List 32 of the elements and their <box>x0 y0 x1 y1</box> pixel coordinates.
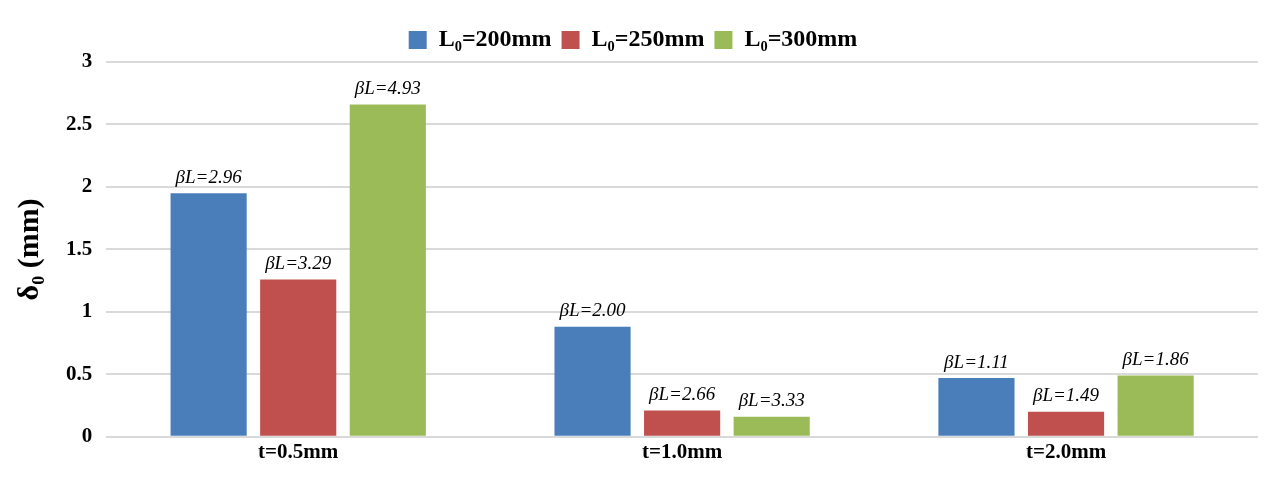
annotation: βL=2.96 <box>174 165 243 187</box>
bar <box>170 193 247 436</box>
bar <box>349 104 426 436</box>
annotation: βL=3.33 <box>737 389 805 411</box>
legend-label: L₀=200mm <box>438 25 552 52</box>
x-tick-label: t=2.0mm <box>1025 438 1107 463</box>
annotation: βL=1.11 <box>943 350 1009 372</box>
y-tick-label: 2.5 <box>66 110 93 135</box>
annotation: βL=2.00 <box>558 299 627 321</box>
x-tick-label: t=1.0mm <box>642 438 723 463</box>
bar <box>1117 375 1194 436</box>
annotation: βL=1.49 <box>1031 384 1100 406</box>
bar <box>733 416 810 436</box>
annotation: βL=4.93 <box>353 76 421 98</box>
y-tick-label: 1 <box>81 298 93 323</box>
bar <box>644 410 721 436</box>
bar <box>1027 411 1105 436</box>
y-axis-title: δ₀ (mm) <box>10 198 45 301</box>
bar <box>554 326 631 436</box>
y-tick-label: 0.5 <box>66 360 93 385</box>
annotation: βL=1.86 <box>1121 348 1190 370</box>
legend-label: L₀=250mm <box>591 25 705 52</box>
y-tick-label: 2 <box>81 173 93 198</box>
bar <box>260 279 337 436</box>
y-tick-label: 1.5 <box>66 235 93 260</box>
annotation: βL=3.29 <box>264 251 332 273</box>
bar <box>938 378 1015 436</box>
y-tick-label: 3 <box>81 48 93 73</box>
annotation: βL=2.66 <box>648 383 716 405</box>
y-tick-label: 0 <box>81 423 93 448</box>
legend-label: L₀=300mm <box>744 25 858 52</box>
x-tick-label: t=0.5mm <box>258 438 339 463</box>
